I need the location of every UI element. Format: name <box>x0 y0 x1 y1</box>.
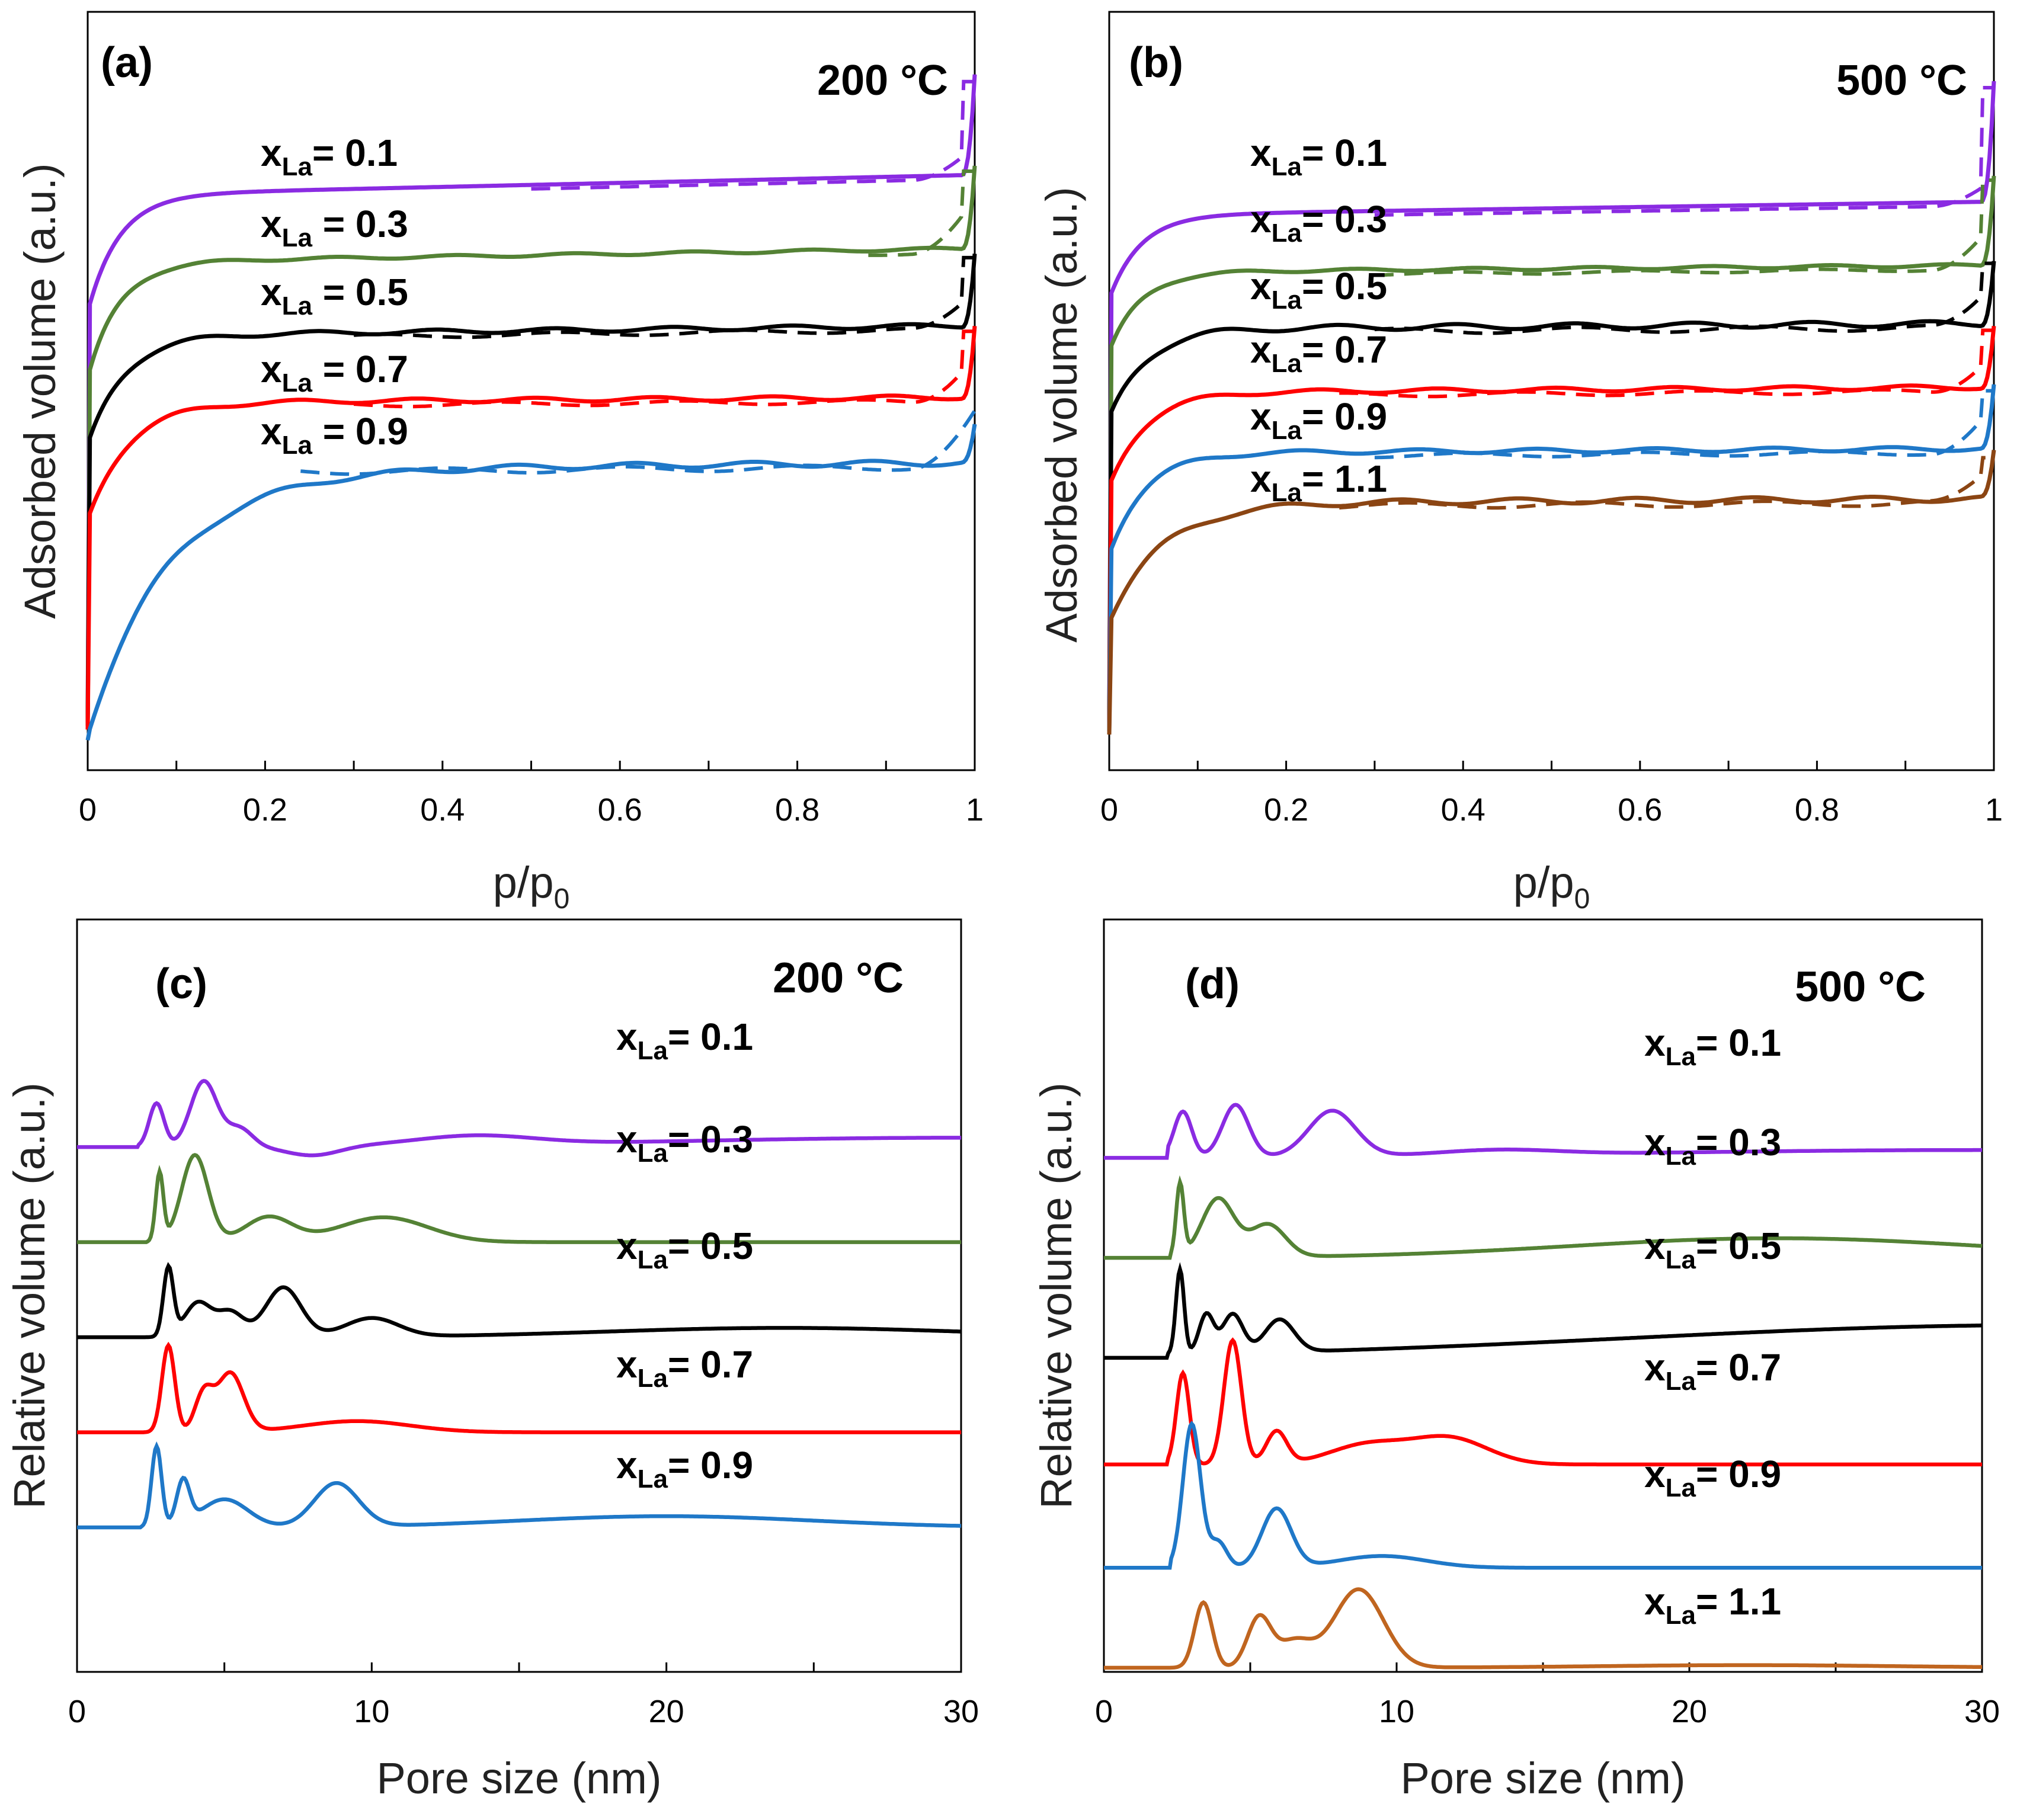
x-tick-label: 0 <box>79 792 97 828</box>
series-label: xLa= 0.9 <box>1250 395 1387 445</box>
adsorption-curve <box>85 74 977 719</box>
temperature-label: 200 °C <box>773 954 904 1002</box>
x-tick-label: 30 <box>1964 1694 2000 1729</box>
series-label: xLa = 0.3 <box>261 203 408 252</box>
series-label: xLa= 0.3 <box>616 1118 753 1168</box>
x-tick-label: 0 <box>1095 1694 1113 1729</box>
desorption-curve <box>300 409 977 476</box>
desorption-curve <box>1374 178 1994 277</box>
y-axis-label: Adsorbed volume (a.u.) <box>15 163 65 619</box>
series-label: xLa= 0.5 <box>1644 1225 1781 1274</box>
plot-frame <box>76 918 962 1673</box>
desorption-curve <box>1374 86 1994 217</box>
adsorption-curve <box>85 254 977 726</box>
adsorption-curve <box>85 326 977 730</box>
adsorption-curve <box>1107 261 1996 725</box>
series-label: xLa= 0.1 <box>1644 1021 1781 1071</box>
x-tick-label: 0.8 <box>775 792 819 828</box>
x-tick-label: 0.2 <box>243 792 287 828</box>
desorption-curve <box>1374 261 1994 335</box>
series-label: xLa= 0.5 <box>616 1225 753 1274</box>
adsorption-curve <box>1107 384 1996 732</box>
desorption-curve <box>1339 456 1994 510</box>
series-label: xLa= 0.1 <box>261 132 398 181</box>
x-tick-label: 10 <box>354 1694 389 1729</box>
x-axis-label: p/p0 <box>493 858 570 915</box>
adsorption-curve <box>85 165 977 723</box>
temperature-label: 500 °C <box>1836 57 1967 104</box>
desorption-curve <box>353 329 975 409</box>
adsorption-curve <box>1107 81 1996 719</box>
plot-frame <box>1103 918 1983 1673</box>
desorption-curve <box>1339 328 1994 399</box>
x-tick-label: 1 <box>1985 792 2003 828</box>
series-label: xLa= 0.7 <box>1250 328 1387 378</box>
x-axis-label: p/p0 <box>1513 858 1590 915</box>
series-label: xLa= 0.9 <box>1644 1453 1781 1502</box>
panel-c: 0 10 20 30 Pore size (nm) Relative volume (a.… <box>5 918 979 1803</box>
series-label: xLa = 0.7 <box>261 348 408 398</box>
desorption-curve <box>531 79 975 191</box>
desorption-curve <box>353 255 975 339</box>
pore-size-curve <box>1104 1587 1982 1670</box>
x-tick-label: 20 <box>649 1694 684 1729</box>
pore-size-curve <box>1104 1262 1982 1360</box>
pore-size-curve <box>1104 1420 1982 1570</box>
adsorption-curve <box>85 424 977 741</box>
panel-d: 0 10 20 30 Pore size (nm) Relative volume (a.… <box>1032 918 2000 1803</box>
temperature-label: 500 °C <box>1795 963 1926 1011</box>
panel-label: (c) <box>155 960 207 1008</box>
desorption-curve <box>868 169 975 257</box>
pore-size-curve <box>77 1341 961 1434</box>
y-axis-label: Relative volume (a.u.) <box>1032 1082 1081 1509</box>
x-tick-label: 0 <box>1100 792 1118 828</box>
series-label: xLa= 0.7 <box>616 1343 753 1393</box>
x-tick-label: 0.4 <box>1441 792 1485 828</box>
y-axis-label: Adsorbed volume (a.u.) <box>1037 187 1086 642</box>
x-tick-label: 1 <box>966 792 984 828</box>
x-tick-label: 0.8 <box>1795 792 1839 828</box>
pore-size-curve <box>77 1262 962 1340</box>
series-label: xLa= 0.5 <box>1250 265 1387 315</box>
adsorption-curve <box>1107 175 1996 722</box>
series-label: xLa= 0.7 <box>1644 1346 1781 1396</box>
pore-size-curve <box>77 1441 961 1530</box>
temperature-label: 200 °C <box>817 57 948 104</box>
adsorption-curve <box>1107 450 1996 735</box>
pore-size-curve <box>77 1153 961 1244</box>
pore-size-curve <box>1104 1175 1983 1260</box>
series-label: xLa = 0.5 <box>261 271 408 321</box>
x-tick-label: 10 <box>1379 1694 1414 1729</box>
series-label: xLa= 0.9 <box>616 1444 753 1494</box>
x-tick-label: 0.6 <box>598 792 642 828</box>
y-axis-label: Relative volume (a.u.) <box>5 1082 54 1509</box>
x-tick-label: 0.6 <box>1618 792 1662 828</box>
series-label: xLa = 0.9 <box>261 410 408 460</box>
panel-label: (d) <box>1185 960 1240 1008</box>
series-label: xLa= 0.1 <box>1250 132 1387 181</box>
panel-a: 0 0.2 0.4 0.6 0.8 1 p/p0 Adsorbed volume (a.u.)… <box>15 11 984 915</box>
panel-b: 0 0.2 0.4 0.6 0.8 1 p/p0 Adsorbed volume (a.u.)… <box>1037 11 2003 915</box>
x-tick-label: 0.2 <box>1264 792 1308 828</box>
x-tick-label: 0.4 <box>420 792 465 828</box>
x-axis-label: Pore size (nm) <box>1400 1754 1685 1803</box>
x-tick-label: 20 <box>1672 1694 1707 1729</box>
x-axis-label: Pore size (nm) <box>376 1754 661 1803</box>
series-label: xLa= 1.1 <box>1250 457 1387 507</box>
pore-size-curve <box>1104 1103 1982 1160</box>
series-label: xLa= 0.1 <box>616 1015 753 1065</box>
panel-label: (b) <box>1129 39 1183 86</box>
plot-frame <box>87 11 976 771</box>
x-tick-label: 30 <box>943 1694 979 1729</box>
series-label: xLa= 0.3 <box>1644 1121 1781 1171</box>
pore-size-curve <box>1104 1337 1982 1467</box>
x-tick-label: 0 <box>68 1694 86 1729</box>
adsorption-curve <box>1107 325 1996 728</box>
series-label: xLa= 1.1 <box>1644 1580 1781 1630</box>
series-label: xLa= 0.3 <box>1250 198 1387 248</box>
pore-size-curve <box>77 1079 961 1158</box>
panel-label: (a) <box>101 39 153 86</box>
